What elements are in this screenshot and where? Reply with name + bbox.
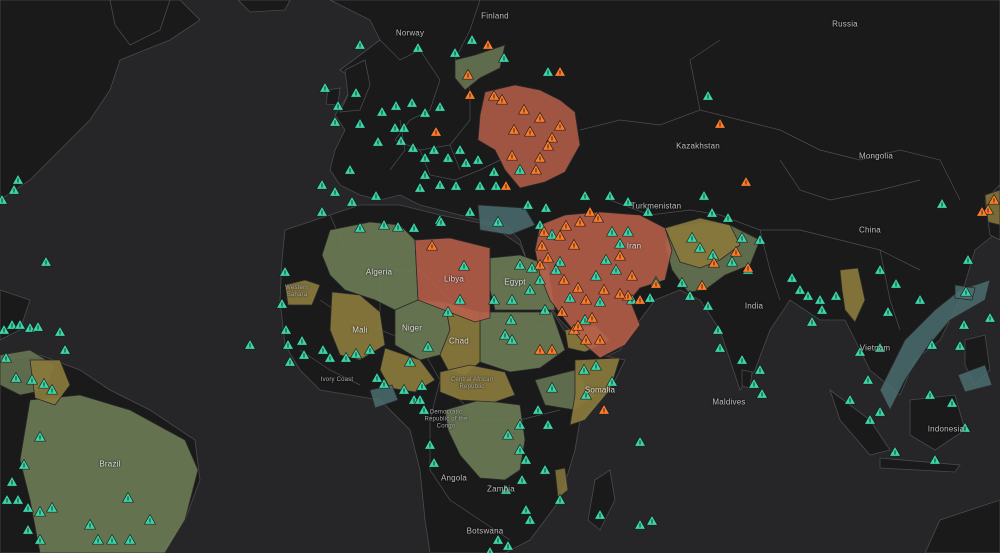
borders-asia xyxy=(579,39,961,331)
land-northwest xyxy=(0,0,201,201)
borders-europe xyxy=(379,0,501,181)
teal-triangle-marker[interactable] xyxy=(485,545,496,553)
label-angola: Angola xyxy=(440,473,468,483)
label-algeria: Algeria xyxy=(365,267,393,277)
region-car[interactable] xyxy=(439,364,516,403)
label-ivory-coast: Ivory Coast xyxy=(320,377,354,383)
label-maldives: Maldives xyxy=(712,397,746,407)
region-somalia[interactable] xyxy=(569,357,621,426)
teal-triangle-marker[interactable] xyxy=(0,323,11,335)
label-niger: Niger xyxy=(401,323,423,333)
label-kazakhstan: Kazakhstan xyxy=(676,141,720,151)
teal-triangle-marker[interactable] xyxy=(0,193,9,205)
region-western-sahara[interactable] xyxy=(284,279,321,306)
region-drc[interactable] xyxy=(444,399,526,481)
label-mongolia: Mongolia xyxy=(858,151,894,161)
label-india: India xyxy=(744,301,764,311)
region-afghanistan[interactable] xyxy=(664,217,741,269)
label-turkmenistan: Turkmenistan xyxy=(630,201,682,211)
land-australia-edge xyxy=(924,499,1000,553)
region-myanmar[interactable] xyxy=(839,267,866,323)
label-zambia: Zambia xyxy=(487,484,515,494)
region-south-china-sea[interactable] xyxy=(879,279,991,411)
land-borneo xyxy=(909,394,966,451)
label-mali: Mali xyxy=(352,325,368,335)
label-drc: Democratic Republic of the Congo xyxy=(424,409,468,430)
label-chad: Chad xyxy=(449,336,469,346)
label-china: China xyxy=(859,225,881,235)
label-russia: Russia xyxy=(832,19,858,29)
region-nigeria[interactable] xyxy=(379,347,436,393)
land-greenland xyxy=(109,0,171,46)
label-brazil: Brazil xyxy=(99,459,121,469)
label-somalia: Somalia xyxy=(584,385,616,395)
land-iceland xyxy=(237,0,291,13)
label-egypt: Egypt xyxy=(504,277,526,287)
region-borneo-edge[interactable] xyxy=(957,364,993,393)
land-madagascar xyxy=(587,469,616,531)
region-east-mediterranean[interactable] xyxy=(477,204,536,236)
region-libya[interactable] xyxy=(414,237,491,323)
land-british-isles xyxy=(339,59,371,113)
region-mozambique[interactable] xyxy=(554,467,569,499)
label-western-sahara: Western Sahara xyxy=(285,285,309,298)
label-vietnam: Vietnam xyxy=(859,343,891,353)
label-botswana: Botswana xyxy=(466,526,504,536)
land-sumatra xyxy=(829,388,891,456)
label-norway: Norway xyxy=(395,28,425,38)
region-brazil[interactable] xyxy=(19,394,199,553)
region-colombia[interactable] xyxy=(29,359,71,406)
label-central-african-republic: Central African Republic xyxy=(450,377,494,390)
region-algeria[interactable] xyxy=(321,221,419,311)
region-ukraine[interactable] xyxy=(477,84,581,189)
label-indonesia: Indonesia xyxy=(927,424,965,434)
label-finland: Finland xyxy=(481,11,509,21)
label-iran: Iran xyxy=(626,241,642,251)
label-libya: Libya xyxy=(443,274,465,284)
